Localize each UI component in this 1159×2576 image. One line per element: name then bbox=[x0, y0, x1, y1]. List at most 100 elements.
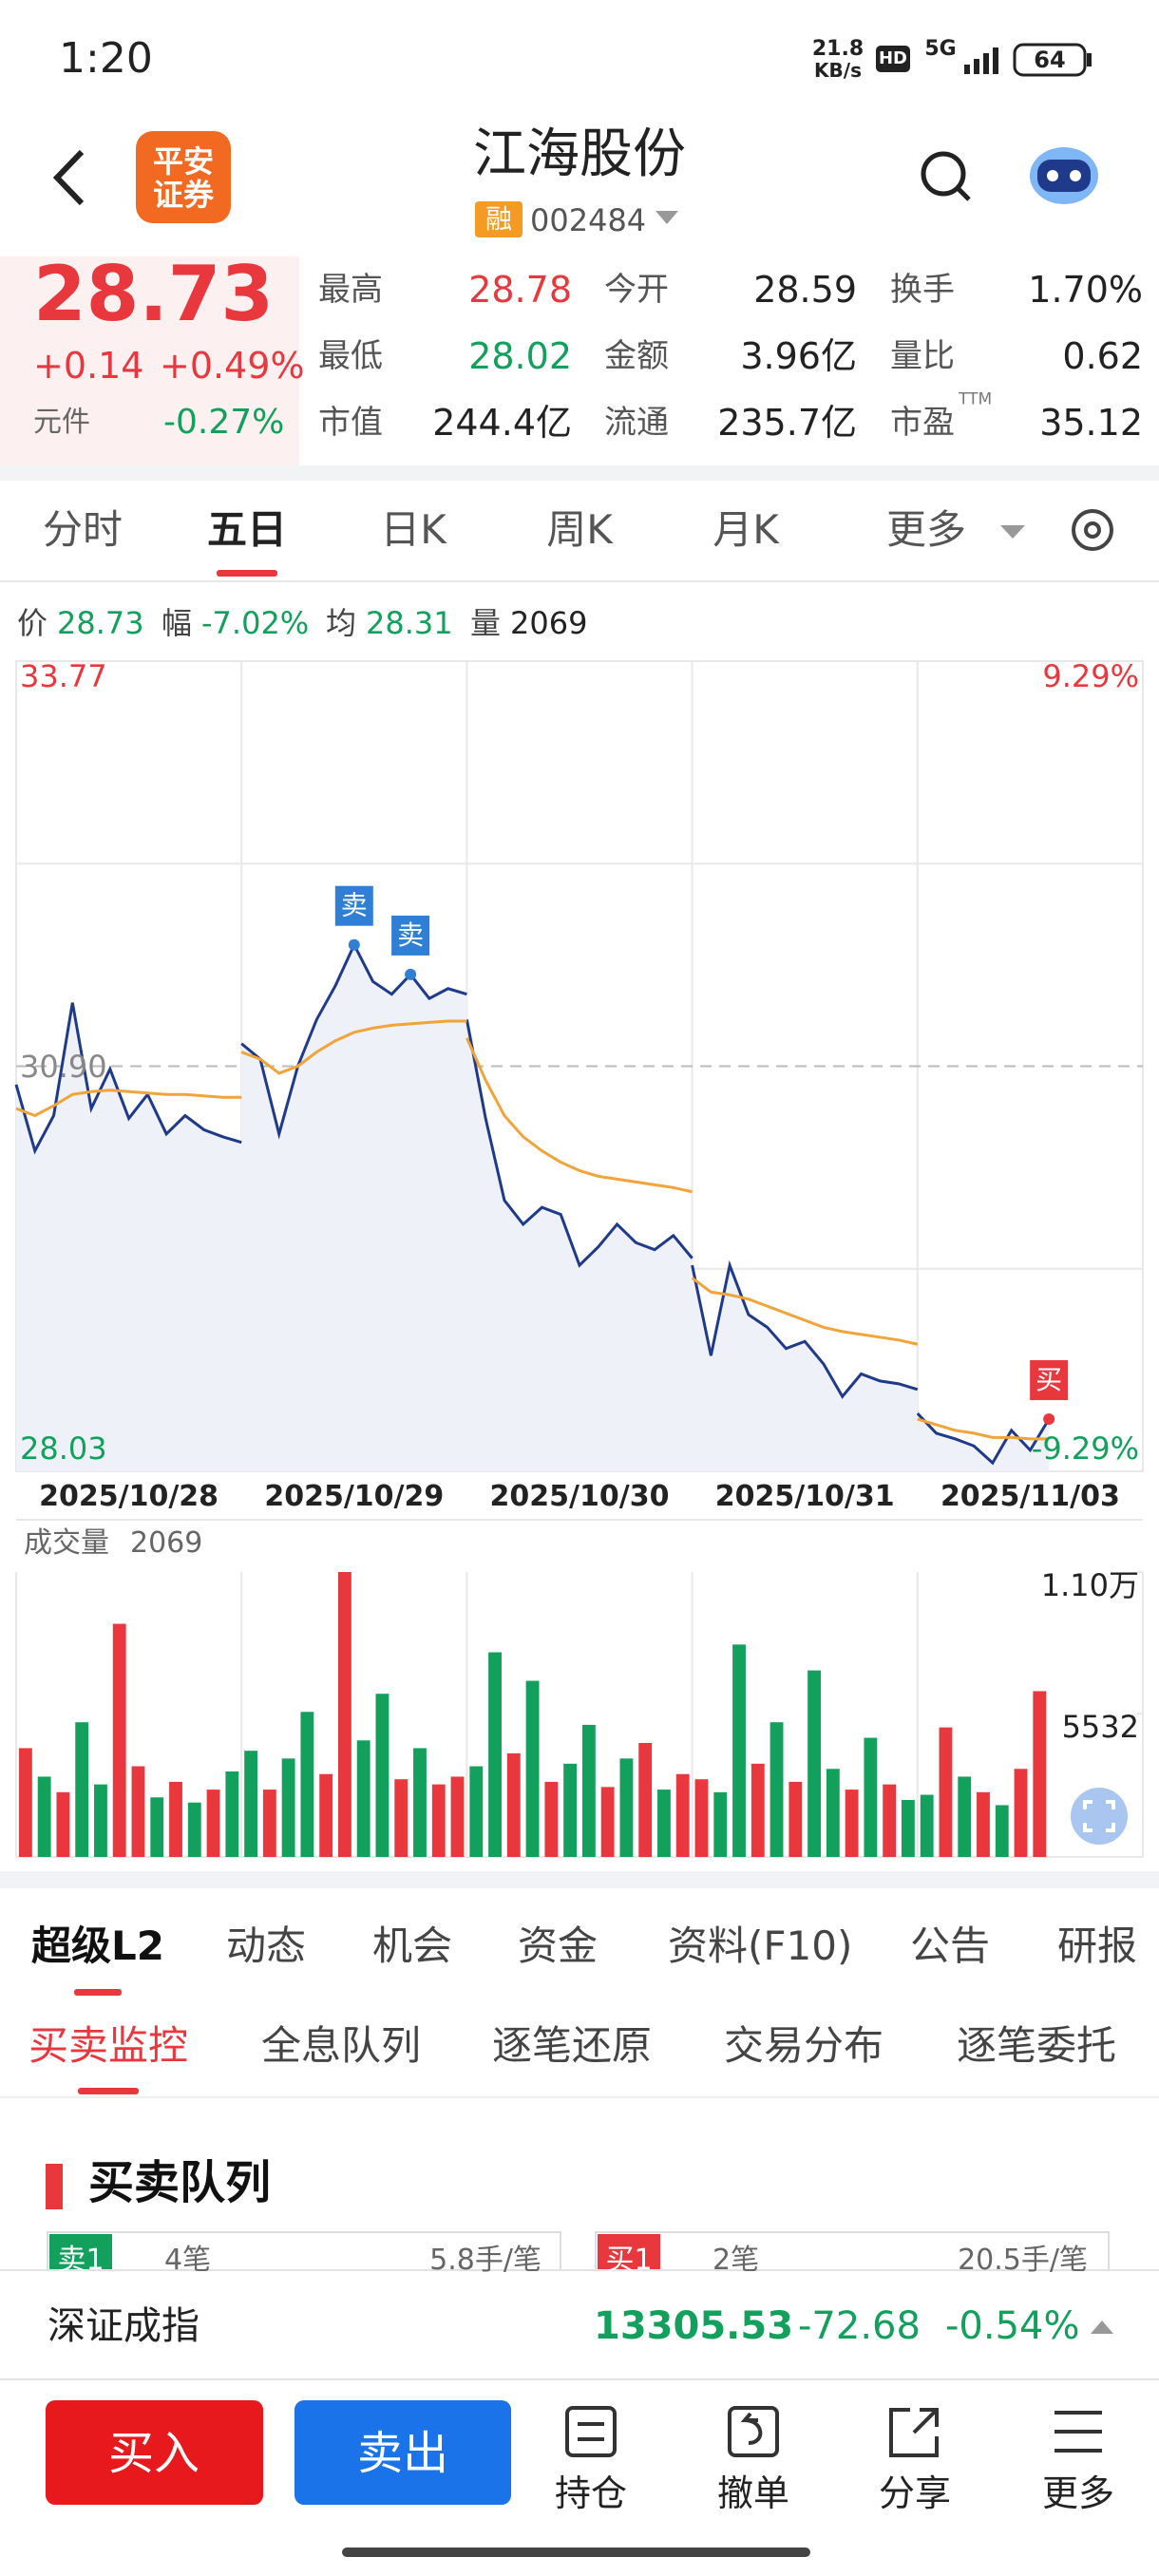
volume-tick-label: 5532 bbox=[1061, 1709, 1139, 1746]
separator bbox=[0, 1871, 1159, 1888]
sub-tab[interactable]: 逐笔还原 bbox=[492, 2022, 653, 2069]
index-bar[interactable] bbox=[0, 2272, 1159, 2378]
volume-bar bbox=[488, 1652, 502, 1857]
volume-bar bbox=[356, 1740, 370, 1857]
index-change-pct: -0.54% bbox=[945, 2304, 1080, 2348]
logo-text: 平安 bbox=[152, 143, 215, 180]
volume-bar bbox=[319, 1773, 333, 1857]
section-tab[interactable]: 资料(F10) bbox=[668, 1923, 853, 1969]
volume-bar bbox=[901, 1800, 915, 1857]
quote-label-sup: TTM bbox=[959, 389, 993, 409]
index-name[interactable]: 深证成指 bbox=[48, 2304, 200, 2348]
sub-tab[interactable]: 交易分布 bbox=[724, 2022, 884, 2069]
section-tab[interactable]: 资金 bbox=[518, 1923, 598, 1969]
expand-button[interactable] bbox=[1071, 1788, 1128, 1845]
trade-marker-label: 卖 bbox=[397, 919, 424, 951]
section-tab[interactable]: 公告 bbox=[910, 1923, 991, 1969]
volume-bar bbox=[244, 1751, 258, 1857]
queue-level: 卖1 bbox=[57, 2244, 104, 2277]
sub-tab[interactable]: 全息队列 bbox=[261, 2022, 422, 2069]
active-tab-indicator bbox=[74, 1989, 122, 1996]
battery-tip bbox=[1087, 53, 1092, 66]
price-area bbox=[466, 1019, 693, 1471]
volume-bar bbox=[920, 1794, 934, 1857]
network-label: 5G bbox=[924, 37, 957, 61]
volume-bar bbox=[826, 1769, 840, 1857]
logo-text: 证券 bbox=[152, 177, 215, 213]
trade-marker bbox=[391, 915, 430, 956]
sell-button[interactable] bbox=[294, 2400, 511, 2505]
nav-label[interactable]: 分享 bbox=[878, 2472, 952, 2514]
y-tick-label: 30.90 bbox=[20, 1048, 107, 1085]
volume-tick-label: 1.10万 bbox=[1040, 1567, 1139, 1603]
battery-level: 64 bbox=[1034, 47, 1066, 73]
more-caret[interactable] bbox=[1000, 525, 1025, 539]
index-caret[interactable] bbox=[1091, 2320, 1113, 2334]
sell-button-label[interactable]: 卖出 bbox=[356, 2427, 449, 2480]
code-dropdown[interactable] bbox=[656, 211, 678, 224]
info-label: 幅 bbox=[162, 605, 193, 641]
settings-button[interactable] bbox=[1072, 509, 1113, 551]
average-line bbox=[691, 1277, 919, 1346]
average-line bbox=[917, 1417, 1050, 1441]
price-line bbox=[916, 1412, 1051, 1466]
nav-label[interactable]: 更多 bbox=[1041, 2472, 1115, 2514]
quote-label: 金额 bbox=[604, 337, 669, 375]
volume-bar bbox=[300, 1712, 314, 1857]
volume-bar bbox=[337, 1572, 352, 1857]
hd-icon bbox=[876, 46, 910, 72]
volume-bar bbox=[394, 1779, 408, 1857]
back-button[interactable] bbox=[52, 149, 85, 206]
volume-bar bbox=[281, 1758, 295, 1857]
section-tab[interactable]: 超级L2 bbox=[31, 1923, 164, 1969]
y2-tick-label: 9.29% bbox=[1042, 658, 1139, 694]
info-label: 价 bbox=[17, 605, 48, 641]
buy-button-label[interactable]: 买入 bbox=[107, 2427, 200, 2480]
sub-tab[interactable]: 买卖监控 bbox=[28, 2022, 189, 2069]
nav-label[interactable]: 撤单 bbox=[716, 2472, 790, 2514]
section-tab[interactable]: 机会 bbox=[372, 1923, 453, 1969]
queue-count: 4笔 bbox=[164, 2244, 212, 2277]
section-tab[interactable]: 动态 bbox=[226, 1923, 307, 1969]
average-line bbox=[466, 1037, 693, 1194]
info-value: 28.73 bbox=[57, 605, 144, 641]
search-button[interactable] bbox=[921, 151, 966, 197]
volume-bar bbox=[958, 1776, 972, 1857]
broker-logo[interactable] bbox=[136, 131, 231, 223]
volume-bar bbox=[864, 1737, 878, 1857]
net-speed: 21.8 bbox=[811, 37, 864, 61]
quote-label: 市值 bbox=[318, 404, 383, 442]
trade-marker bbox=[334, 885, 373, 926]
active-tab-indicator bbox=[217, 570, 277, 577]
info-label: 均 bbox=[326, 605, 357, 641]
chart-tab[interactable]: 五日 bbox=[206, 506, 288, 553]
chart-tab[interactable]: 月K bbox=[712, 506, 779, 553]
buy-button[interactable] bbox=[46, 2400, 263, 2505]
section-tab[interactable]: 研报 bbox=[1057, 1923, 1138, 1969]
signal-icon bbox=[964, 47, 998, 74]
nav-label[interactable]: 持仓 bbox=[554, 2472, 628, 2514]
net-speed-unit: KB/s bbox=[814, 59, 862, 82]
chart-tab[interactable]: 周K bbox=[546, 506, 613, 553]
stock-code: 002484 bbox=[530, 202, 647, 238]
y-tick-label: 28.03 bbox=[20, 1430, 107, 1467]
chart-tab[interactable]: 更多 bbox=[885, 506, 967, 553]
chart-tab[interactable]: 日K bbox=[380, 506, 446, 553]
volume-bar bbox=[206, 1790, 220, 1857]
volume-title: 成交量 bbox=[24, 1526, 109, 1560]
quote-label: 量比 bbox=[890, 337, 955, 375]
volume-bar bbox=[770, 1722, 784, 1857]
x-tick-label: 2025/10/29 bbox=[264, 1480, 445, 1513]
volume-bar bbox=[469, 1766, 484, 1857]
assistant-button[interactable] bbox=[1030, 147, 1098, 204]
y2-tick-label: -9.29% bbox=[1031, 1430, 1139, 1467]
expand-icon bbox=[1083, 1800, 1115, 1832]
chart-tab[interactable]: 分时 bbox=[42, 506, 124, 553]
price-line bbox=[691, 1260, 919, 1399]
last-price: 28.73 bbox=[33, 250, 275, 338]
queue-avg: 5.8手/笔 bbox=[429, 2244, 542, 2277]
sub-tab[interactable]: 逐笔委托 bbox=[957, 2022, 1117, 2069]
price-change-pct: +0.49% bbox=[160, 345, 305, 387]
search-handle bbox=[956, 186, 971, 201]
trade-marker-label: 买 bbox=[1036, 1364, 1062, 1395]
